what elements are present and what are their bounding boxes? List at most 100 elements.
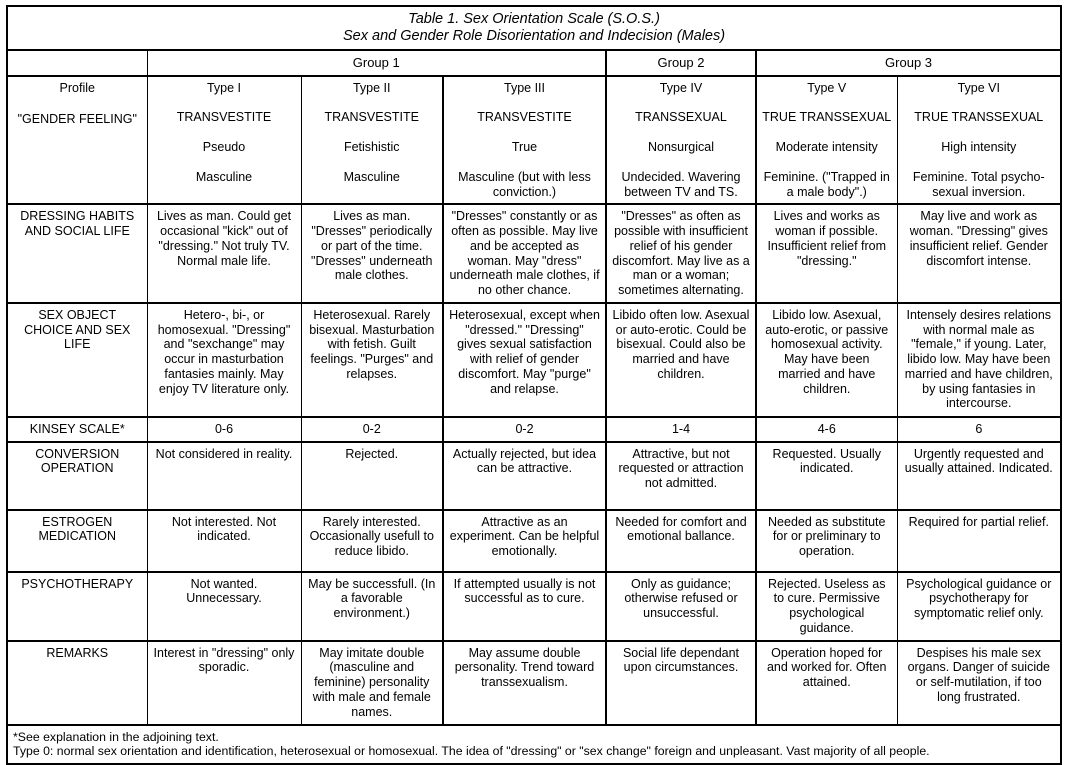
type-name: Type III (504, 80, 545, 95)
profile-cell-type-3: Type III TRANSVESTITE True Masculine (bu… (442, 75, 607, 206)
type-gender-feeling: Feminine. Total psycho-sexual inversion. (912, 169, 1045, 199)
type-category: TRANSVESTITE (477, 110, 572, 125)
table-cell: 0-2 (442, 416, 607, 443)
profile-cell-type-4: Type IV TRANSSEXUAL Nonsurgical Undecide… (605, 75, 757, 206)
table-cell: May assume double personality. Trend tow… (442, 640, 607, 726)
type-qualifier: Moderate intensity (775, 140, 878, 155)
table-cell: 1-4 (605, 416, 757, 443)
row-label: SEX OBJECT CHOICE AND SEX LIFE (6, 302, 148, 418)
table-cell: Intensely desires relations with normal … (896, 302, 1062, 418)
profile-cell-type-6: Type VI TRUE TRANSSEXUAL High intensity … (896, 75, 1062, 206)
table-cell: Not interested. Not indicated. (146, 509, 302, 573)
profile-label-line-1: Profile (59, 80, 95, 95)
table-cell: Lives as man. "Dresses" periodically or … (300, 203, 444, 304)
type-category: TRANSVESTITE (324, 110, 419, 125)
profile-row-label: Profile "GENDER FEELING" (6, 75, 148, 206)
table-cell: Attractive as an experiment. Can be help… (442, 509, 607, 573)
table-cell: Requested. Usually indicated. (755, 441, 898, 511)
table-title: Table 1. Sex Orientation Scale (S.O.S.) … (6, 5, 1062, 52)
table-cell: Rarely interested. Occasionally usefull … (300, 509, 444, 573)
type-name: Type I (206, 80, 242, 95)
table-cell: Attractive, but not requested or attract… (605, 441, 757, 511)
group-header-group-1: Group 1 (146, 49, 607, 77)
type-category: TRANSSEXUAL (635, 110, 727, 125)
type-qualifier: True (511, 140, 538, 155)
table-cell: Not considered in reality. (146, 441, 302, 511)
row-label: DRESSING HABITS AND SOCIAL LIFE (6, 203, 148, 304)
row-label: KINSEY SCALE* (6, 416, 148, 443)
table-cell: 0-2 (300, 416, 444, 443)
table-cell: Social life dependant upon circumstances… (605, 640, 757, 726)
table-row: SEX OBJECT CHOICE AND SEX LIFE Hetero-, … (6, 302, 1062, 418)
footnote-row: *See explanation in the adjoining text. … (6, 724, 1062, 765)
type-name: Type VI (957, 80, 1000, 95)
table-cell: May imitate double (masculine and femini… (300, 640, 444, 726)
title-line-1: Table 1. Sex Orientation Scale (S.O.S.) (408, 11, 660, 27)
row-label: REMARKS (6, 640, 148, 726)
table-cell: 6 (896, 416, 1062, 443)
row-label: ESTROGEN MEDICATION (6, 509, 148, 573)
table-row: PSYCHOTHERAPY Not wanted. Unnecessary. M… (6, 571, 1062, 642)
type-gender-feeling: Masculine (195, 169, 253, 184)
group-header-group-2: Group 2 (605, 49, 757, 77)
table-cell: Hetero-, bi-, or homosexual. "Dressing" … (146, 302, 302, 418)
type-qualifier: Pseudo (202, 140, 246, 155)
table-cell: May be successfull. (In a favorable envi… (300, 571, 444, 642)
group-header-group-3: Group 3 (755, 49, 1062, 77)
table-cell: 0-6 (146, 416, 302, 443)
profile-label-line-2: "GENDER FEELING" (17, 112, 137, 127)
footnote-line-1: *See explanation in the adjoining text. (13, 729, 219, 744)
table-cell: Rejected. (300, 441, 444, 511)
table-cell: Actually rejected, but idea can be attra… (442, 441, 607, 511)
type-qualifier: Fetishistic (343, 140, 400, 155)
table-footnote: *See explanation in the adjoining text. … (6, 724, 1062, 765)
title-line-2: Sex and Gender Role Disorientation and I… (343, 28, 726, 45)
page-root: Table 1. Sex Orientation Scale (S.O.S.) … (6, 5, 1063, 765)
row-label: CONVERSION OPERATION (6, 441, 148, 511)
table-cell: May live and work as woman. "Dressing" g… (896, 203, 1062, 304)
table-cell: 4-6 (755, 416, 898, 443)
table-cell: Lives as man. Could get occasional "kick… (146, 203, 302, 304)
group-header-row: Group 1 Group 2 Group 3 (6, 49, 1062, 77)
group-header-blank (6, 49, 148, 77)
table-row: DRESSING HABITS AND SOCIAL LIFE Lives as… (6, 203, 1062, 304)
type-category: TRUE TRANSSEXUAL (914, 110, 1044, 125)
table-cell: "Dresses" as often as possible with insu… (605, 203, 757, 304)
table-cell: Libido low. Asexual, auto-erotic, or pas… (755, 302, 898, 418)
type-qualifier: High intensity (941, 140, 1017, 155)
table-cell: Interest in "dressing" only sporadic. (146, 640, 302, 726)
table-cell: Operation hoped for and worked for. Ofte… (755, 640, 898, 726)
table-cell: Psychological guidance or psychotherapy … (896, 571, 1062, 642)
table-cell: Only as guidance; otherwise refused or u… (605, 571, 757, 642)
profile-cell-type-5: Type V TRUE TRANSSEXUAL Moderate intensi… (755, 75, 898, 206)
type-name: Type V (807, 80, 847, 95)
table-cell: Required for partial relief. (896, 509, 1062, 573)
table-cell: Not wanted. Unnecessary. (146, 571, 302, 642)
table-cell: Despises his male sex organs. Danger of … (896, 640, 1062, 726)
type-qualifier: Nonsurgical (647, 140, 714, 155)
table-row: REMARKS Interest in "dressing" only spor… (6, 640, 1062, 726)
type-category: TRUE TRANSSEXUAL (762, 110, 892, 125)
table-cell: Needed for comfort and emotional ballanc… (605, 509, 757, 573)
type-name: Type II (352, 80, 391, 95)
table-row: CONVERSION OPERATION Not considered in r… (6, 441, 1062, 511)
table-cell: Urgently requested and usually attained.… (896, 441, 1062, 511)
table-cell: Lives and works as woman if possible. In… (755, 203, 898, 304)
table-cell: Rejected. Useless as to cure. Permissive… (755, 571, 898, 642)
type-gender-feeling: Masculine (but with less conviction.) (458, 169, 591, 199)
table-row: ESTROGEN MEDICATION Not interested. Not … (6, 509, 1062, 573)
profile-cell-type-2: Type II TRANSVESTITE Fetishistic Masculi… (300, 75, 444, 206)
type-gender-feeling: Undecided. Wavering between TV and TS. (621, 169, 741, 199)
type-name: Type IV (659, 80, 703, 95)
type-category: TRANSVESTITE (176, 110, 272, 125)
profile-row: Profile "GENDER FEELING" Type I TRANSVES… (6, 75, 1062, 206)
table-row: KINSEY SCALE* 0-6 0-2 0-2 1-4 4-6 6 (6, 416, 1062, 443)
row-label: PSYCHOTHERAPY (6, 571, 148, 642)
profile-cell-type-1: Type I TRANSVESTITE Pseudo Masculine (146, 75, 302, 206)
table-cell: Heterosexual. Rarely bisexual. Masturbat… (300, 302, 444, 418)
table-cell: "Dresses" constantly or as often as poss… (442, 203, 607, 304)
table-cell: Libido often low. Asexual or auto-erotic… (605, 302, 757, 418)
type-gender-feeling: Masculine (343, 169, 400, 184)
sos-table: Table 1. Sex Orientation Scale (S.O.S.) … (6, 5, 1063, 765)
title-row: Table 1. Sex Orientation Scale (S.O.S.) … (6, 5, 1062, 52)
